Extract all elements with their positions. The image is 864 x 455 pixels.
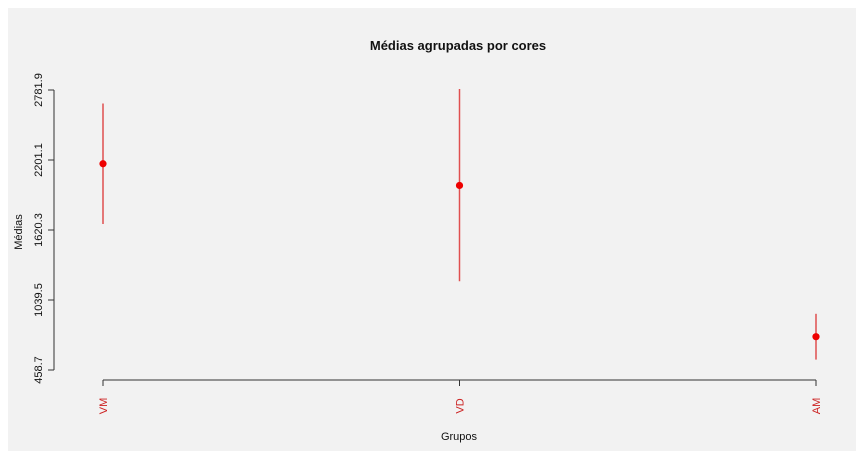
- y-tick-label: 1039.5: [33, 283, 45, 317]
- data-point: [455, 181, 464, 190]
- data-point: [812, 333, 820, 341]
- y-tick-label: 1620.3: [33, 213, 45, 247]
- y-axis-label: Médias: [13, 214, 25, 250]
- y-tick-label: 2781.9: [33, 73, 45, 107]
- x-tick-label: AM: [811, 398, 823, 415]
- y-tick-label: 2201.1: [33, 143, 45, 177]
- y-tick-label: 458.7: [33, 356, 45, 384]
- x-tick-label: VM: [98, 398, 110, 415]
- x-tick-label: VD: [455, 398, 467, 413]
- plot-background: [8, 8, 856, 451]
- data-point: [99, 160, 107, 168]
- x-axis-label: Grupos: [441, 431, 478, 443]
- chart-title: Médias agrupadas por cores: [370, 38, 546, 53]
